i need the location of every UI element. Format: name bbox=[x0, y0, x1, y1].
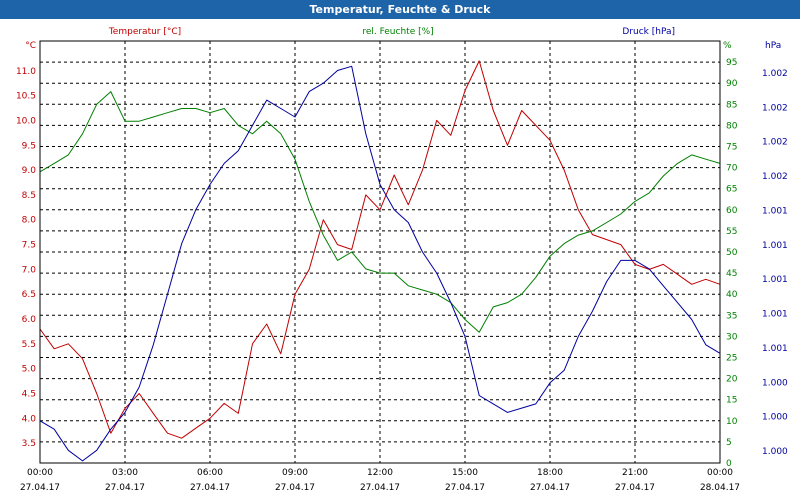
temperature-unit: °C bbox=[25, 41, 36, 51]
humidity-tick-label: 10 bbox=[726, 417, 738, 427]
humidity-tick-label: 55 bbox=[726, 227, 737, 237]
x-tick-date: 27.04.17 bbox=[190, 483, 230, 493]
humidity-tick-label: 50 bbox=[726, 248, 738, 258]
temperature-tick-label: 6.5 bbox=[22, 290, 36, 300]
x-tick-time: 09:00 bbox=[282, 468, 308, 478]
humidity-tick-label: 30 bbox=[726, 332, 738, 342]
x-tick-date: 27.04.17 bbox=[360, 483, 400, 493]
temperature-tick-label: 4.0 bbox=[22, 414, 37, 424]
humidity-tick-label: 75 bbox=[726, 143, 737, 153]
humidity-unit: % bbox=[723, 41, 732, 51]
chart-background bbox=[0, 19, 800, 500]
x-tick-time: 15:00 bbox=[452, 468, 478, 478]
temperature-tick-label: 10.0 bbox=[16, 116, 36, 126]
x-tick-time: 03:00 bbox=[112, 468, 138, 478]
pressure-tick-label: 1.002 bbox=[762, 172, 788, 182]
humidity-tick-label: 45 bbox=[726, 269, 737, 279]
temperature-tick-label: 5.5 bbox=[22, 340, 36, 350]
humidity-tick-label: 85 bbox=[726, 100, 737, 110]
x-tick-time: 00:00 bbox=[27, 468, 53, 478]
plot-frame bbox=[39, 40, 721, 464]
x-tick-date: 27.04.17 bbox=[105, 483, 145, 493]
pressure-tick-label: 1.001 bbox=[762, 310, 788, 320]
pressure-axis-title: Druck [hPa] bbox=[622, 27, 675, 37]
x-tick-date: 27.04.17 bbox=[615, 483, 655, 493]
humidity-tick-label: 90 bbox=[726, 79, 738, 89]
humidity-line bbox=[39, 91, 721, 333]
humidity-tick-label: 20 bbox=[726, 375, 738, 385]
x-tick-date: 27.04.17 bbox=[445, 483, 485, 493]
temperature-tick-label: 3.5 bbox=[22, 439, 36, 449]
x-tick-time: 06:00 bbox=[197, 468, 223, 478]
temperature-tick-label: 9.0 bbox=[22, 166, 37, 176]
x-tick-time: 12:00 bbox=[367, 468, 393, 478]
pressure-line bbox=[39, 65, 721, 462]
temperature-tick-label: 9.5 bbox=[22, 141, 36, 151]
pressure-tick-label: 1.001 bbox=[762, 344, 788, 354]
humidity-tick-label: 5 bbox=[726, 438, 732, 448]
chart-area: 0 5 10 15 20 25 30 35 40 45 50 55 60 65 70 75 80 85 90 95 00… bbox=[0, 19, 800, 500]
temperature-tick-label: 11.0 bbox=[16, 67, 36, 77]
humidity-tick-label: 80 bbox=[726, 121, 738, 131]
humidity-tick-label: 40 bbox=[726, 290, 738, 300]
humidity-tick-label: 70 bbox=[726, 164, 738, 174]
humidity-tick-label: 60 bbox=[726, 206, 738, 216]
pressure-tick-label: 1.001 bbox=[762, 206, 788, 216]
grid bbox=[40, 41, 720, 463]
temperature-line bbox=[39, 60, 721, 439]
x-tick-time: 18:00 bbox=[537, 468, 563, 478]
temperature-tick-label: 8.0 bbox=[22, 216, 37, 226]
temperature-tick-label: 7.5 bbox=[22, 241, 36, 251]
temperature-tick-label: 10.5 bbox=[16, 92, 36, 102]
temperature-axis-title: Temperatur [°C] bbox=[108, 27, 181, 37]
temperature-tick-label: 4.5 bbox=[22, 389, 36, 399]
temperature-tick-label: 7.0 bbox=[22, 265, 37, 275]
axis-labels: 0 5 10 15 20 25 30 35 40 45 50 55 60 65 70 75 80 85 90 95 00… bbox=[16, 27, 788, 493]
pressure-tick-label: 1.001 bbox=[762, 275, 788, 285]
temperature-tick-label: 5.0 bbox=[22, 365, 37, 375]
x-tick-time: 21:00 bbox=[622, 468, 648, 478]
pressure-tick-label: 1.002 bbox=[762, 69, 788, 79]
humidity-tick-label: 35 bbox=[726, 311, 737, 321]
x-tick-time: 00:00 bbox=[707, 468, 733, 478]
pressure-tick-label: 1.001 bbox=[762, 241, 788, 251]
pressure-tick-label: 1.002 bbox=[762, 138, 788, 148]
pressure-tick-label: 1.000 bbox=[762, 378, 788, 388]
x-tick-date: 27.04.17 bbox=[20, 483, 60, 493]
x-tick-date: 27.04.17 bbox=[530, 483, 570, 493]
chart-title: Temperatur, Feuchte & Druck bbox=[0, 0, 800, 19]
temperature-tick-label: 8.5 bbox=[22, 191, 36, 201]
pressure-tick-label: 1.002 bbox=[762, 103, 788, 113]
humidity-tick-label: 25 bbox=[726, 354, 737, 364]
pressure-tick-label: 1.000 bbox=[762, 413, 788, 423]
pressure-unit: hPa bbox=[765, 41, 781, 51]
humidity-tick-label: 15 bbox=[726, 396, 737, 406]
x-tick-date: 28.04.17 bbox=[700, 483, 740, 493]
humidity-tick-label: 95 bbox=[726, 58, 737, 68]
temperature-tick-label: 6.0 bbox=[22, 315, 37, 325]
humidity-axis-title: rel. Feuchte [%] bbox=[362, 27, 433, 37]
humidity-tick-label: 65 bbox=[726, 185, 737, 195]
x-tick-date: 27.04.17 bbox=[275, 483, 315, 493]
series bbox=[39, 60, 721, 462]
pressure-tick-label: 1.000 bbox=[762, 447, 788, 457]
humidity-tick-label: 0 bbox=[726, 459, 732, 469]
